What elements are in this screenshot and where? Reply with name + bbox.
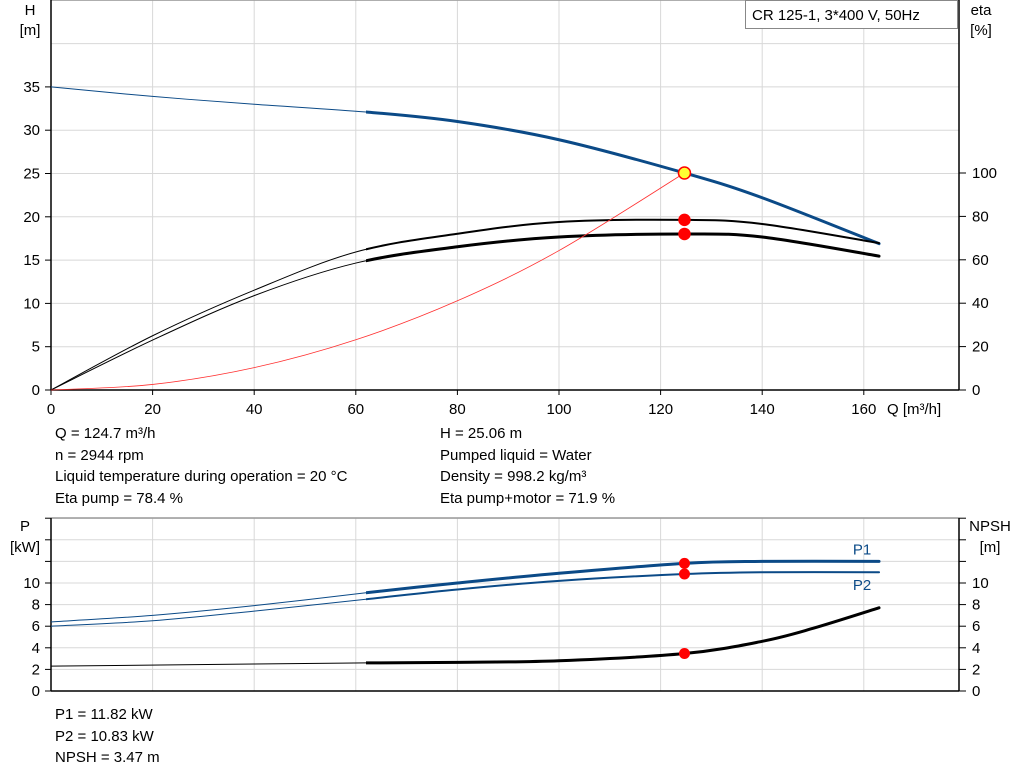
- operating-point-eta-pump-motor: [678, 227, 691, 241]
- info-speed: n = 2944 rpm: [55, 446, 144, 464]
- info-pumped-liquid: Pumped liquid = Water: [440, 446, 592, 464]
- x-tick-label: 0: [47, 401, 55, 418]
- series-p1-thin: [50, 592, 366, 623]
- y-left-label: H: [25, 2, 36, 19]
- y-left-tick-label: 5: [32, 339, 40, 356]
- x-tick-label: 40: [246, 401, 263, 418]
- y-left-tick-label: 30: [23, 122, 40, 139]
- info-eta-pump-motor: Eta pump+motor = 71.9 %: [440, 489, 616, 507]
- x-tick-label: 160: [851, 401, 876, 418]
- operating-point-H: [677, 166, 692, 180]
- info-npsh: NPSH = 3.47 m: [55, 749, 160, 766]
- info-bottom: P1 = 11.82 kW P2 = 10.83 kW NPSH = 3.47 …: [55, 704, 160, 769]
- y-right-tick-label: 20: [972, 339, 989, 356]
- x-tick-label: 80: [449, 401, 466, 418]
- y-left-tick-label: 25: [23, 166, 40, 183]
- y-right-label: NPSH: [969, 518, 1011, 535]
- operating-point-npsh: [678, 648, 690, 660]
- x-axis-label: Q [m³/h]: [887, 401, 941, 418]
- info-p2: P2 = 10.83 kW: [55, 727, 154, 745]
- info-top-left: Q = 124.7 m³/h n = 2944 rpm Liquid tempe…: [55, 423, 347, 509]
- x-tick-label: 100: [546, 401, 571, 418]
- info-liquid-temperature: Liquid temperature during operation = 20…: [55, 468, 348, 485]
- series-eta-pump-motor-thin: [50, 260, 366, 391]
- operating-point-p1: [678, 557, 690, 569]
- series-H-thick: [365, 110, 881, 246]
- operating-point-p2: [678, 568, 690, 580]
- y-right-tick-label: 2: [972, 661, 980, 678]
- series-p2-thick: [365, 571, 881, 601]
- x-tick-label: 120: [648, 401, 673, 418]
- y-left-tick-label: 35: [23, 79, 40, 96]
- x-tick-label: 60: [347, 401, 364, 418]
- series-eta-pump-motor-thick: [365, 232, 881, 263]
- y-left-label: P: [20, 518, 30, 535]
- series-H-thin: [50, 86, 366, 113]
- info-p1: P1 = 11.82 kW: [55, 706, 153, 723]
- y-right-tick-label: 8: [972, 597, 980, 614]
- y-right-unit: [%]: [970, 22, 992, 39]
- y-left-tick-label: 10: [23, 295, 40, 312]
- y-right-tick-label: 0: [972, 382, 980, 399]
- y-left-tick-label: 15: [23, 252, 40, 269]
- y-right-label: eta: [971, 2, 993, 19]
- series-npsh-thin: [50, 662, 366, 667]
- series-p2-thin: [50, 598, 366, 627]
- series-label-p1: P1: [853, 541, 871, 558]
- info-density: Density = 998.2 kg/m³: [440, 468, 587, 485]
- series-npsh-thick: [365, 606, 881, 665]
- y-left-tick-label: 6: [32, 618, 40, 635]
- y-left-unit: [kW]: [10, 539, 40, 556]
- info-flow: Q = 124.7 m³/h: [55, 425, 156, 442]
- y-right-tick-label: 80: [972, 208, 989, 225]
- series-eta-pump-thick: [365, 218, 881, 251]
- y-left-unit: [m]: [20, 22, 41, 39]
- y-left-tick-label: 0: [32, 683, 40, 700]
- info-top-right: H = 25.06 m Pumped liquid = Water Densit…: [440, 423, 615, 509]
- y-left-tick-label: 2: [32, 661, 40, 678]
- series-eta-pump-thin: [50, 248, 366, 391]
- info-eta-pump: Eta pump = 78.4 %: [55, 489, 183, 507]
- y-right-tick-label: 40: [972, 295, 989, 312]
- y-left-tick-label: 4: [32, 640, 40, 657]
- y-right-tick-label: 60: [972, 252, 989, 269]
- x-tick-label: 20: [144, 401, 161, 418]
- y-left-tick-label: 8: [32, 597, 40, 614]
- y-right-unit: [m]: [980, 539, 1001, 556]
- chart-title: CR 125-1, 3*400 V, 50Hz: [752, 7, 920, 24]
- y-left-tick-label: 10: [23, 575, 40, 592]
- info-head: H = 25.06 m: [440, 425, 523, 442]
- title-box: [745, 0, 958, 29]
- series-system: [50, 172, 685, 391]
- y-right-tick-label: 10: [972, 575, 989, 592]
- y-right-tick-label: 0: [972, 683, 980, 700]
- y-right-tick-label: 4: [972, 640, 980, 657]
- series-p1-thick: [365, 559, 881, 595]
- y-right-tick-label: 100: [972, 165, 997, 182]
- x-tick-label: 140: [750, 401, 775, 418]
- y-right-tick-label: 6: [972, 618, 980, 635]
- y-left-tick-label: 20: [23, 209, 40, 226]
- operating-point-eta-pump: [678, 213, 691, 227]
- y-left-tick-label: 0: [32, 382, 40, 399]
- series-label-p2: P2: [853, 577, 871, 594]
